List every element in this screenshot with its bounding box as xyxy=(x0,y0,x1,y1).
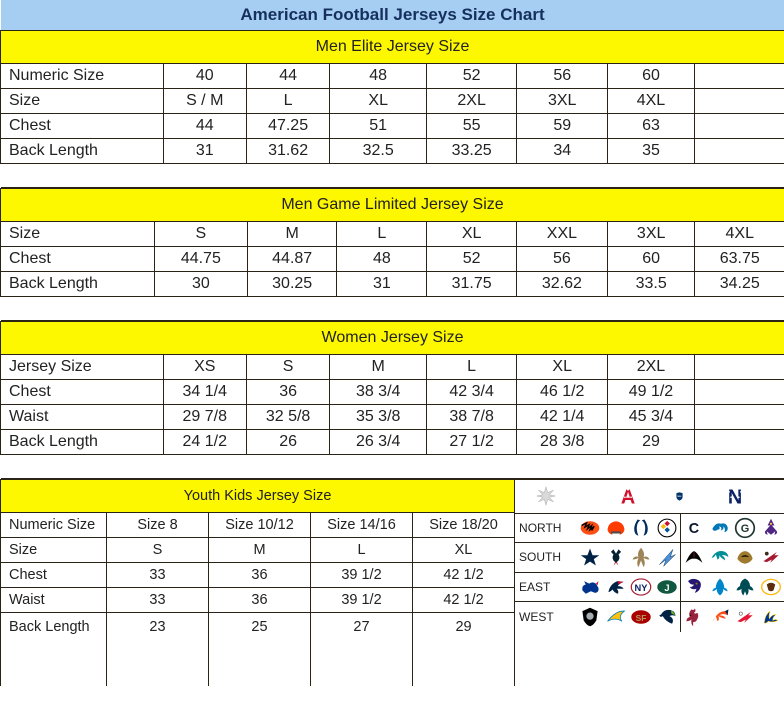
svg-text:G: G xyxy=(741,523,750,535)
svg-text:NFL: NFL xyxy=(678,496,683,498)
svg-text:J: J xyxy=(665,583,670,593)
svg-text:SF: SF xyxy=(636,613,647,623)
svg-text:C: C xyxy=(689,521,699,537)
svg-text:NY: NY xyxy=(635,583,649,593)
